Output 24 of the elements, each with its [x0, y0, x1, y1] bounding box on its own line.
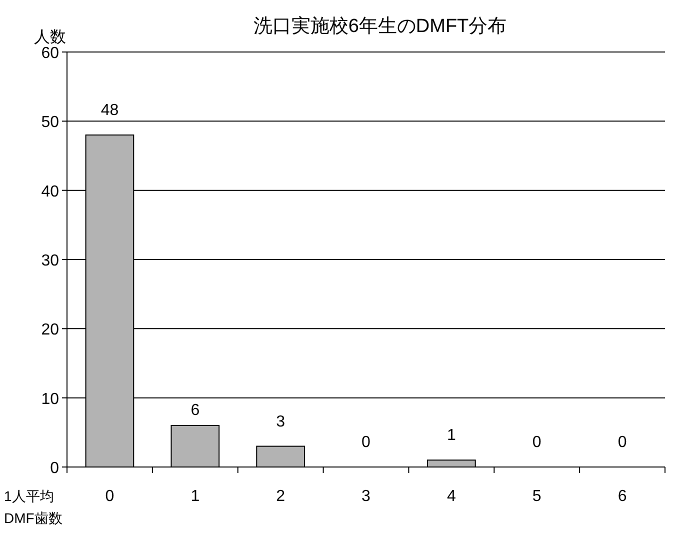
y-tick-label: 60	[41, 45, 60, 62]
x-tick-label: 0	[105, 488, 114, 505]
x-axis-title: 1人平均 DMF歯数	[4, 488, 62, 526]
x-tick-label: 1	[190, 488, 200, 505]
data-label: 48	[100, 102, 119, 119]
y-tick-label: 20	[41, 322, 60, 339]
x-tick-label: 6	[618, 488, 627, 505]
y-tick-label: 30	[41, 252, 60, 270]
x-tick-label: 2	[276, 488, 286, 505]
y-tick-label: 40	[41, 183, 60, 200]
data-label: 6	[190, 402, 200, 419]
data-label: 0	[362, 434, 371, 451]
y-tick-label: 10	[41, 390, 60, 408]
x-tick-label: 3	[362, 488, 371, 505]
data-label: 0	[618, 434, 627, 451]
data-label: 0	[532, 434, 542, 451]
data-label: 1	[446, 427, 456, 444]
x-tick-label: 5	[532, 488, 542, 505]
data-label: 3	[276, 413, 286, 430]
chart-title: 洗口実施校6年生のDMFT分布	[253, 15, 507, 37]
y-tick-label: 0	[50, 460, 60, 477]
x-tick-label: 4	[446, 488, 456, 505]
y-tick-label: 50	[41, 114, 60, 132]
y-axis-title: 人数	[34, 29, 66, 46]
